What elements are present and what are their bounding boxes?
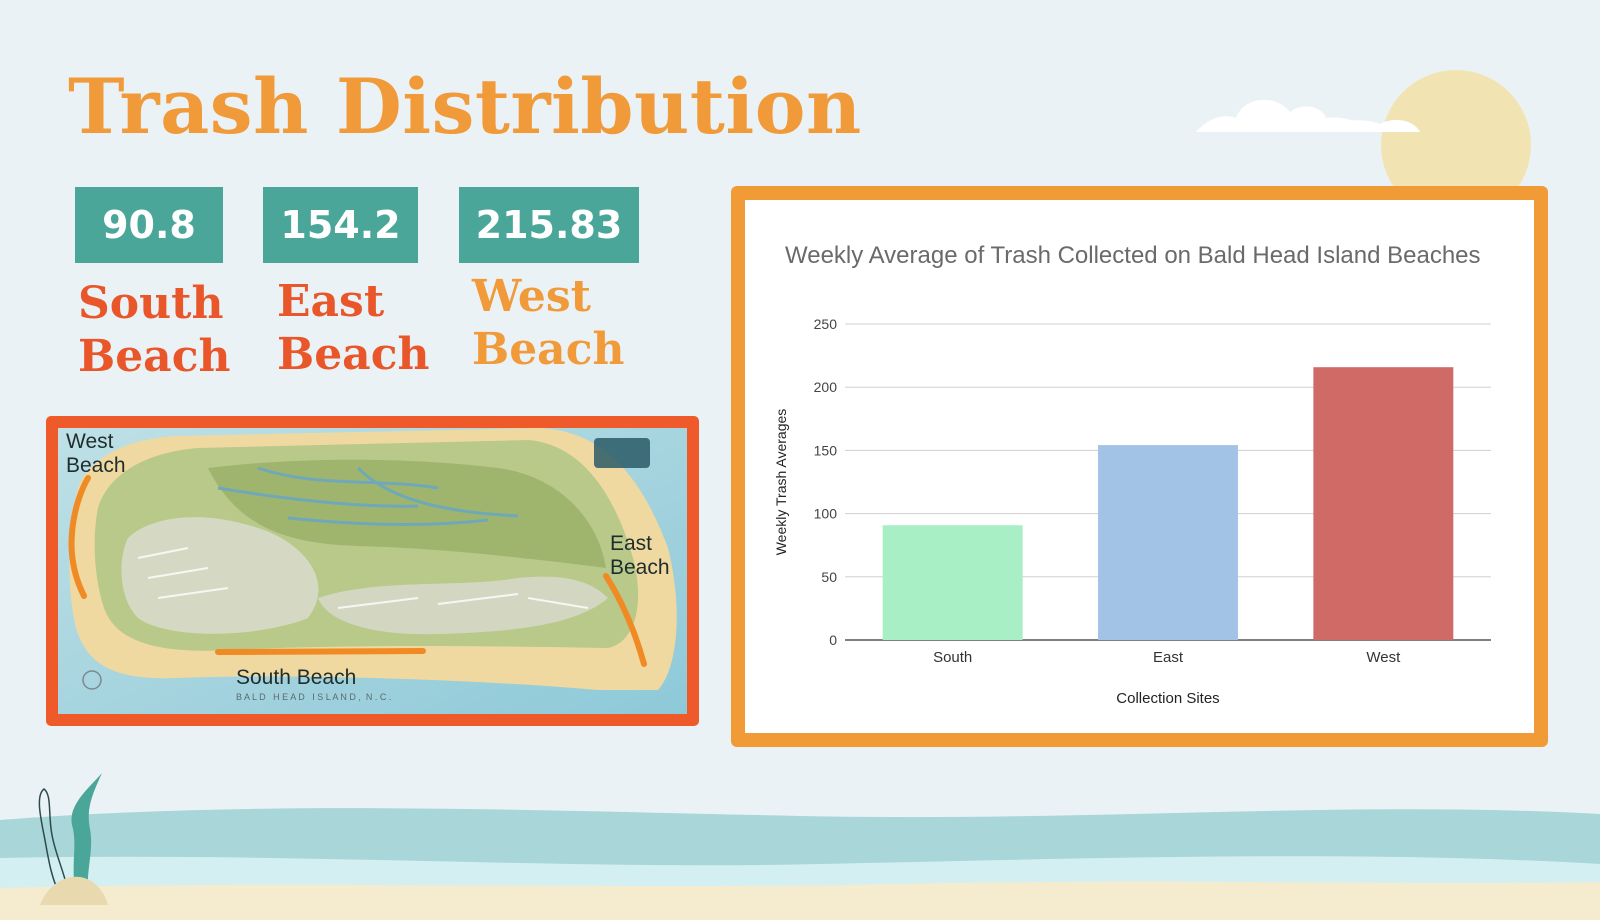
- stat-value-south: 90.8: [75, 187, 223, 263]
- wave-icon: [0, 808, 1600, 920]
- bar-south: [882, 525, 1023, 640]
- stat-value-west: 215.83: [459, 187, 639, 263]
- map-label-south-beach: South Beach: [236, 666, 357, 689]
- bar-west: [1313, 367, 1454, 640]
- stat-label-west-line2: Beach: [472, 324, 625, 375]
- chart-panel: Weekly Average of Trash Collected on Bal…: [745, 200, 1534, 733]
- stat-label-east-line1: East: [277, 276, 385, 327]
- page-title: Trash Distribution: [68, 62, 862, 151]
- stat-label-east-line2: Beach: [277, 329, 430, 380]
- y-axis-label: Weekly Trash Averages: [773, 409, 789, 556]
- cloud-icon: [1196, 99, 1366, 132]
- sun-icon: [1196, 70, 1531, 220]
- y-tick-label: 150: [814, 442, 838, 458]
- seaweed-icon: [38, 773, 108, 905]
- x-tick-label: West: [1366, 649, 1401, 666]
- stat-label-west-line1: West: [472, 271, 591, 322]
- x-axis-label: Collection Sites: [1116, 690, 1219, 707]
- map-label-east-beach: East Beach: [610, 532, 670, 579]
- stat-label-south: South Beach: [78, 277, 230, 383]
- map-footer-text: B A L D H E A D I S L A N D , N . C .: [236, 692, 392, 702]
- stat-label-east: East Beach: [277, 275, 429, 381]
- stat-label-south-line1: South: [78, 278, 224, 329]
- y-tick-label: 250: [814, 316, 838, 332]
- y-tick-label: 100: [814, 506, 838, 522]
- y-tick-label: 200: [814, 379, 838, 395]
- chart-frame: Weekly Average of Trash Collected on Bal…: [731, 186, 1548, 747]
- island-map: West Beach East Beach South Beach B A L …: [46, 416, 699, 726]
- map-label-west-beach: West Beach: [66, 430, 126, 477]
- y-tick-label: 0: [829, 632, 837, 648]
- island-map-image: [58, 428, 687, 714]
- bar-chart: 0 50 100 150 200 250 South East West Collection S…: [773, 316, 1491, 707]
- stat-value-east: 154.2: [263, 187, 418, 263]
- y-tick-label: 50: [821, 569, 837, 585]
- chart-title: Weekly Average of Trash Collected on Bal…: [785, 242, 1481, 269]
- stat-label-west: West Beach: [472, 270, 624, 376]
- x-tick-label: South: [933, 649, 972, 666]
- x-tick-label: East: [1153, 649, 1184, 666]
- stat-label-south-line2: Beach: [78, 331, 231, 382]
- bar-east: [1098, 445, 1238, 640]
